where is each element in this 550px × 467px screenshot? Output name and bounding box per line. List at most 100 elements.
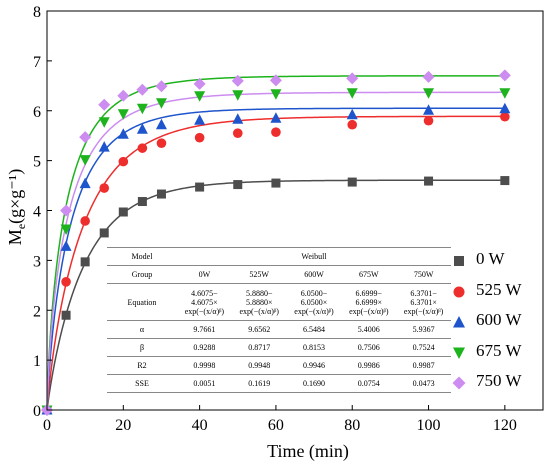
y-axis-label: Me(g×g⁻¹) [5, 169, 28, 245]
table-cell: Equation [107, 283, 177, 321]
x-tick-label: 20 [115, 417, 131, 434]
data-point-675-w [270, 89, 282, 100]
data-point-0-w [424, 176, 434, 186]
data-point-675-w [79, 155, 91, 166]
table-cell: 0.9288 [177, 338, 232, 357]
equation-line: exp(−(x/α)ᵝ) [294, 306, 334, 316]
data-point-525-w [137, 143, 148, 153]
equation-line: exp(−(x/α)ᵝ) [403, 306, 444, 316]
y-tick-label: 2 [33, 303, 41, 320]
table-cell: 600W [286, 265, 342, 284]
data-point-750-w [346, 72, 359, 85]
table-cell: Weibull [177, 247, 451, 266]
data-point-600-w [194, 114, 206, 125]
table-cell: 675W [341, 265, 397, 284]
table-cell-equation: 6.6999− 6.6999× exp(−(x/α)ᵝ) [341, 283, 397, 321]
data-point-750-w [422, 70, 435, 83]
data-point-0-w [137, 197, 147, 207]
y-tick-label: 4 [33, 204, 41, 221]
x-axis-label: Time (min) [267, 441, 349, 462]
data-point-525-w [80, 216, 90, 226]
table-cell: 0.9948 [231, 356, 287, 375]
data-point-675-w [155, 98, 167, 109]
y-tick-label: 1 [33, 353, 41, 370]
data-point-750-w [136, 83, 149, 96]
triangle-up-marker-icon [453, 316, 465, 328]
y-axis-label-units: (g×g⁻¹) [5, 169, 26, 224]
legend-label: 675 W [476, 340, 522, 360]
table-cell-equation: 6.3701− 6.3701× exp(−(x/α)ᵝ) [396, 283, 451, 321]
table-cell: 6.5484 [286, 320, 342, 339]
equation-line: 6.6999× [355, 297, 383, 307]
y-tick-label: 8 [33, 4, 41, 21]
table-cell-equation: 6.0500− 6.0500× exp(−(x/α)ᵝ) [286, 283, 342, 321]
table-cell: 0.8717 [231, 338, 287, 357]
equation-line: 6.3701× [410, 297, 437, 307]
data-point-750-w [79, 131, 92, 144]
table-cell: 0.9987 [396, 356, 451, 375]
table-cell: 0W [177, 265, 232, 284]
data-point-600-w [98, 141, 110, 152]
table-cell: 0.9998 [177, 356, 232, 375]
data-point-525-w [347, 119, 358, 130]
x-tick-label: 0 [43, 417, 51, 434]
table-cell: 0.7506 [341, 338, 397, 357]
data-point-0-w [118, 207, 128, 217]
y-tick-label: 6 [33, 104, 41, 121]
data-point-750-w [155, 80, 168, 93]
data-point-600-w [60, 240, 72, 251]
table-cell: 0.9986 [341, 356, 397, 375]
data-point-675-w [60, 224, 72, 235]
triangle-down-marker-icon [453, 347, 465, 359]
data-point-750-w [60, 204, 73, 217]
square-marker-icon [454, 256, 464, 266]
data-point-525-w [271, 127, 281, 137]
data-point-0-w [195, 182, 205, 192]
data-point-600-w [232, 113, 244, 124]
equation-line: 6.0500− [300, 288, 328, 298]
data-point-0-w [99, 228, 109, 238]
equation-line: 5.8880× [245, 297, 273, 307]
legend-label: 600 W [476, 310, 522, 329]
legend-item: 675 W [452, 339, 548, 370]
table-cell: 0.8153 [286, 338, 342, 357]
data-point-750-w [193, 77, 206, 90]
data-point-600-w [117, 128, 129, 139]
data-point-0-w [271, 178, 281, 188]
y-axis-ticks: 0 1 2 3 4 5 6 7 8 [33, 4, 52, 420]
table-cell-equation: 5.8880− 5.8880× exp(−(x/α)ᵝ) [231, 283, 287, 321]
table-row-equation: Equation 4.6075− 4.6075× exp(−(x/α)ᵝ) 5.88… [107, 283, 451, 321]
table-cell-equation: 4.6075− 4.6075× exp(−(x/α)ᵝ) [177, 283, 232, 321]
x-tick-label: 100 [417, 417, 441, 434]
equation-line: 6.3701− [410, 288, 437, 298]
table-cell: 750W [396, 265, 451, 284]
data-point-750-w [98, 98, 111, 111]
legend: 0 W 525 W 600 W 675 W 750 W [452, 247, 548, 400]
data-point-600-w [346, 108, 358, 120]
legend-label: 750 W [476, 371, 522, 390]
equation-line: 6.0500× [300, 297, 328, 307]
y-tick-label: 3 [33, 253, 41, 270]
table-row-group: Group 0W 525W 600W 675W 750W [107, 265, 451, 284]
data-point-525-w [194, 132, 205, 143]
data-point-600-w [270, 112, 282, 123]
equation-line: exp(−(x/α)ᵝ) [184, 306, 225, 316]
equation-line: 4.6075× [191, 297, 218, 307]
table-row-beta: β 0.9288 0.8717 0.8153 0.7506 0.7524 [107, 338, 451, 357]
data-point-675-w [117, 109, 129, 120]
data-point-525-w [500, 111, 510, 122]
y-tick-label: 5 [33, 154, 41, 171]
circle-marker-icon [453, 286, 465, 297]
data-point-750-w [117, 89, 130, 102]
x-tick-label: 40 [192, 417, 208, 434]
table-row-sse: SSE 0.0051 0.1619 0.1690 0.0754 0.0473 [107, 374, 451, 393]
equation-line: 5.8880− [245, 288, 273, 298]
table-cell: 0.7524 [396, 338, 451, 357]
table-cell: 5.9367 [396, 320, 451, 339]
data-point-0-w [80, 257, 90, 267]
table-cell: SSE [107, 374, 177, 393]
legend-label: 0 W [476, 249, 505, 268]
legend-item: 750 W [452, 369, 548, 400]
data-point-525-w [423, 115, 434, 126]
